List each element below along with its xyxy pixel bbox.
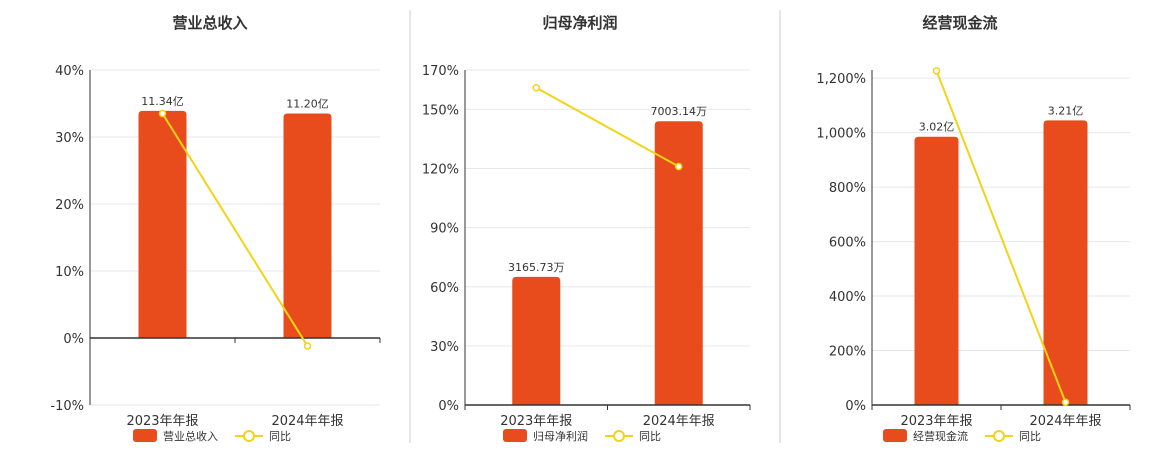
x-category-label: 2024年年报 [643, 414, 715, 429]
y-tick-label: 1,000% [816, 127, 866, 142]
yoy-point [675, 162, 683, 171]
y-tick-label: 170% [422, 64, 459, 79]
legend-label-line: 同比 [269, 430, 291, 443]
chart-panel: 归母净利润 0% 30% 60% 90% 120% 150% 170% 3165.73万 7003… [422, 14, 751, 443]
yoy-line [935, 70, 1067, 403]
x-category-label: 2023年年报 [900, 414, 972, 429]
chart-panel: 经营现金流 0% 200% 400% 600% 800% 1,000% 1,200% 3.02亿… [816, 14, 1131, 443]
x-category-label: 2024年年报 [1029, 414, 1101, 429]
y-tick-label: 400% [829, 290, 866, 305]
yoy-point [932, 67, 941, 75]
bar-data-label: 3165.73万 [508, 261, 565, 274]
y-tick-label: 40% [55, 64, 84, 79]
yoy-point [532, 83, 540, 92]
y-tick-label: 800% [829, 181, 866, 196]
legend: 营业总收入 同比 [133, 429, 291, 443]
bar [512, 276, 561, 405]
chart-panel: 营业总收入 -10% 0% 10% 20% 30% 40% 11.34亿 11.20亿 2023年… [50, 14, 381, 443]
x-category-label: 2023年年报 [126, 414, 198, 429]
yoy-point [1061, 398, 1070, 407]
legend: 经营现金流 同比 [883, 429, 1041, 443]
yoy-line [161, 113, 309, 347]
y-tick-label: 10% [55, 265, 84, 280]
legend-label-bar: 经营现金流 [913, 429, 968, 443]
bar-data-label: 7003.14万 [651, 105, 708, 118]
yoy-point [158, 109, 167, 118]
y-tick-label: 20% [55, 198, 84, 213]
y-tick-label: 1,200% [816, 72, 866, 87]
bar-data-label: 3.02亿 [919, 121, 955, 134]
yoy-point [303, 342, 312, 350]
y-tick-label: -10% [50, 399, 84, 414]
x-category-label: 2023年年报 [500, 414, 572, 429]
y-tick-label: 0% [63, 332, 84, 347]
chart-title: 归母净利润 [542, 14, 617, 32]
bar-data-label: 11.20亿 [286, 98, 329, 111]
bar [283, 113, 332, 338]
y-tick-label: 0% [438, 399, 459, 414]
line-marker-circle [993, 430, 1005, 442]
bar-data-label: 3.21亿 [1048, 104, 1084, 117]
bar-data-label: 11.34亿 [141, 95, 184, 108]
line-marker-circle [613, 430, 625, 442]
y-tick-label: 150% [422, 103, 459, 118]
line-marker-circle [243, 430, 255, 442]
bar [654, 121, 703, 405]
bar [138, 110, 187, 339]
x-category-label: 2024年年报 [271, 414, 343, 429]
y-tick-label: 90% [430, 222, 459, 237]
yoy-line [535, 86, 680, 168]
legend-label-bar: 营业总收入 [163, 429, 218, 443]
bar [1043, 120, 1088, 406]
y-tick-label: 30% [430, 340, 459, 355]
bar-swatch-icon [883, 429, 907, 442]
legend-label-line: 同比 [639, 430, 661, 443]
y-tick-label: 600% [829, 236, 866, 251]
y-tick-label: 60% [430, 281, 459, 296]
y-tick-label: 30% [55, 131, 84, 146]
bar-swatch-icon [133, 429, 157, 442]
y-tick-label: 200% [829, 345, 866, 360]
legend-label-bar: 归母净利润 [533, 429, 588, 443]
legend-label-line: 同比 [1019, 430, 1041, 443]
y-tick-label: 120% [422, 163, 459, 178]
bar-swatch-icon [503, 429, 527, 442]
bar [914, 136, 959, 405]
y-tick-label: 0% [845, 399, 866, 414]
chart-title: 营业总收入 [172, 14, 247, 32]
legend: 归母净利润 同比 [503, 429, 661, 443]
chart-title: 经营现金流 [922, 14, 997, 32]
